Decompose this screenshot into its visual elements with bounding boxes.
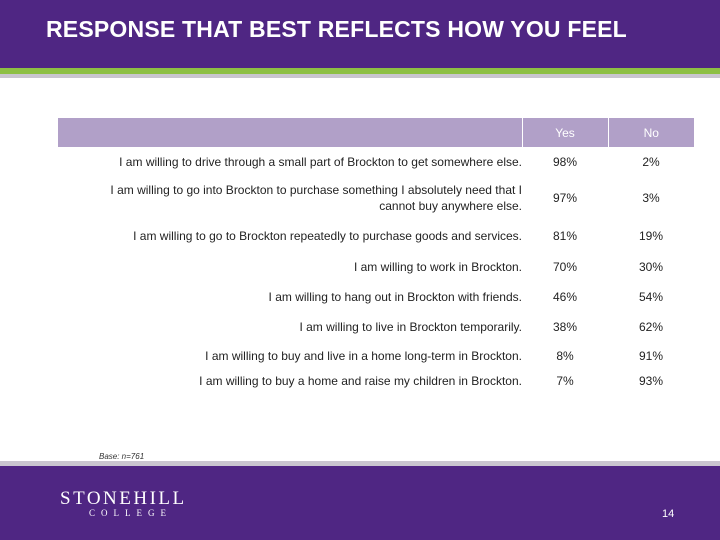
yes-value: 8%	[556, 349, 574, 363]
yes-value: 70%	[552, 260, 578, 274]
yes-value: 7%	[556, 374, 574, 388]
stonehill-logo-name: STONEHILL	[60, 488, 187, 509]
no-value: 30%	[638, 260, 664, 274]
table-row: I am willing to work in Brockton. 70% 30…	[58, 252, 694, 282]
page-title: RESPONSE THAT BEST REFLECTS HOW YOU FEEL	[46, 16, 627, 42]
no-value: 93%	[638, 374, 664, 388]
table-row: I am willing to hang out in Brockton wit…	[58, 282, 694, 312]
yes-column-header: Yes	[522, 118, 609, 147]
statement-cell: I am willing to go to Brockton repeatedl…	[133, 228, 522, 243]
yes-value: 46%	[552, 290, 578, 304]
footer-bar	[0, 466, 720, 540]
statement-cell: I am willing to buy a home and raise my …	[199, 374, 522, 388]
statement-cell: I am willing to live in Brockton tempora…	[299, 320, 522, 334]
statement-cell: I am willing to work in Brockton.	[353, 260, 522, 274]
statement-cell: I am willing to go into Brockton to purc…	[110, 183, 522, 213]
survey-table: Yes No I am willing to drive through a s…	[58, 118, 694, 392]
accent-stripe	[0, 68, 720, 74]
no-value: 2%	[642, 155, 660, 169]
no-value: 62%	[638, 320, 664, 334]
table-row: I am willing to drive through a small pa…	[58, 147, 694, 177]
yes-value: 38%	[552, 320, 578, 334]
no-value: 54%	[638, 290, 664, 304]
statement-cell: I am willing to hang out in Brockton wit…	[268, 290, 522, 304]
yes-value: 97%	[552, 191, 578, 205]
footer-divider	[0, 461, 720, 466]
table-header-row: Yes No	[58, 118, 694, 147]
statement-cell: I am willing to buy and live in a home l…	[205, 349, 522, 363]
header-bar: RESPONSE THAT BEST REFLECTS HOW YOU FEEL	[0, 0, 720, 68]
no-column-header: No	[608, 118, 694, 147]
statement-cell: I am willing to drive through a small pa…	[119, 155, 522, 169]
yes-value: 81%	[552, 228, 578, 243]
table-row: I am willing to live in Brockton tempora…	[58, 312, 694, 342]
no-value: 19%	[638, 228, 664, 243]
no-value: 91%	[638, 349, 664, 363]
yes-value: 98%	[552, 155, 578, 169]
statement-column-header	[58, 118, 523, 147]
table-row: I am willing to go into Brockton to purc…	[58, 177, 694, 219]
base-note: Base: n=761	[99, 452, 145, 461]
no-value: 3%	[642, 191, 660, 205]
page-number: 14	[662, 508, 675, 520]
divider-strip	[0, 74, 720, 78]
table-row: I am willing to go to Brockton repeatedl…	[58, 219, 694, 252]
stonehill-logo-subtitle: COLLEGE	[89, 508, 172, 518]
table-row: I am willing to buy a home and raise my …	[58, 370, 694, 392]
table-row: I am willing to buy and live in a home l…	[58, 342, 694, 370]
